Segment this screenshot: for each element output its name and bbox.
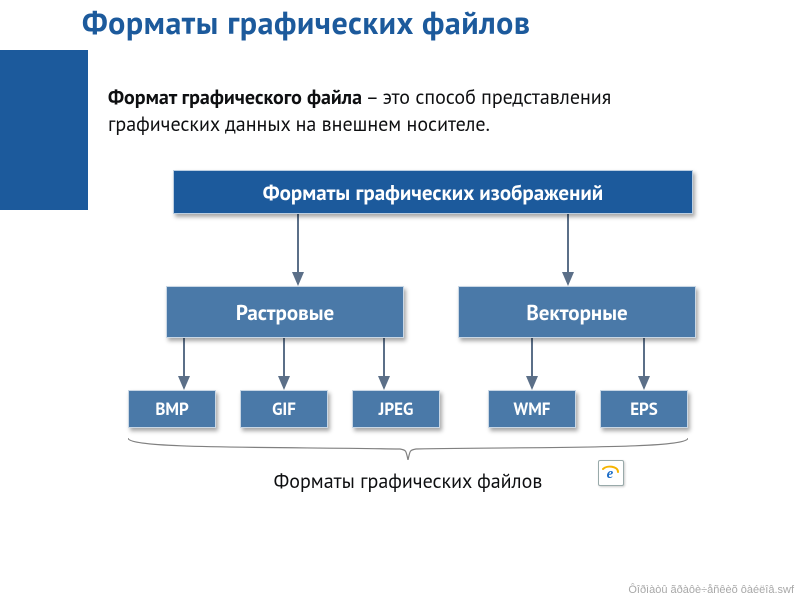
svg-text:e: e [607,466,614,482]
ie-icon: e [601,463,621,483]
node-root-label: Форматы графических изображений [263,179,604,206]
hierarchy-chart: Форматы графических изображений Растровы… [98,170,738,510]
node-jpeg: JPEG [352,390,440,428]
node-jpeg-label: JPEG [379,398,414,420]
page-title-text: Форматы графических файлов [82,1,531,43]
footer-filename: Ôîðìàòû ãðàôè÷åñêèõ ôàéëîâ.swf [628,584,794,596]
node-gif: GIF [240,390,328,428]
intro-bold: Формат графического файла [108,84,362,110]
swf-file-icon[interactable]: e [598,460,624,486]
node-bmp: BMP [128,390,216,428]
node-wmf: WMF [488,390,576,428]
brace-icon [128,438,688,460]
node-raster: Растровые [166,286,404,338]
chart-caption-text: Форматы графических файлов [274,468,543,494]
node-wmf-label: WMF [514,398,551,420]
footer-filename-text: Ôîðìàòû ãðàôè÷åñêèõ ôàéëîâ.swf [628,584,794,596]
node-vector: Векторные [458,286,696,338]
page-title: Форматы графических файлов [82,6,531,40]
node-vector-label: Векторные [526,299,627,326]
node-bmp-label: BMP [155,398,188,420]
node-eps: EPS [600,390,688,428]
node-gif-label: GIF [272,398,296,420]
node-raster-label: Растровые [236,299,334,326]
node-root: Форматы графических изображений [173,170,693,214]
node-eps-label: EPS [630,398,658,420]
sidebar-accent [0,50,88,210]
chart-caption: Форматы графических файлов [228,468,588,494]
intro-paragraph: Формат графического файла – это способ п… [108,84,728,138]
